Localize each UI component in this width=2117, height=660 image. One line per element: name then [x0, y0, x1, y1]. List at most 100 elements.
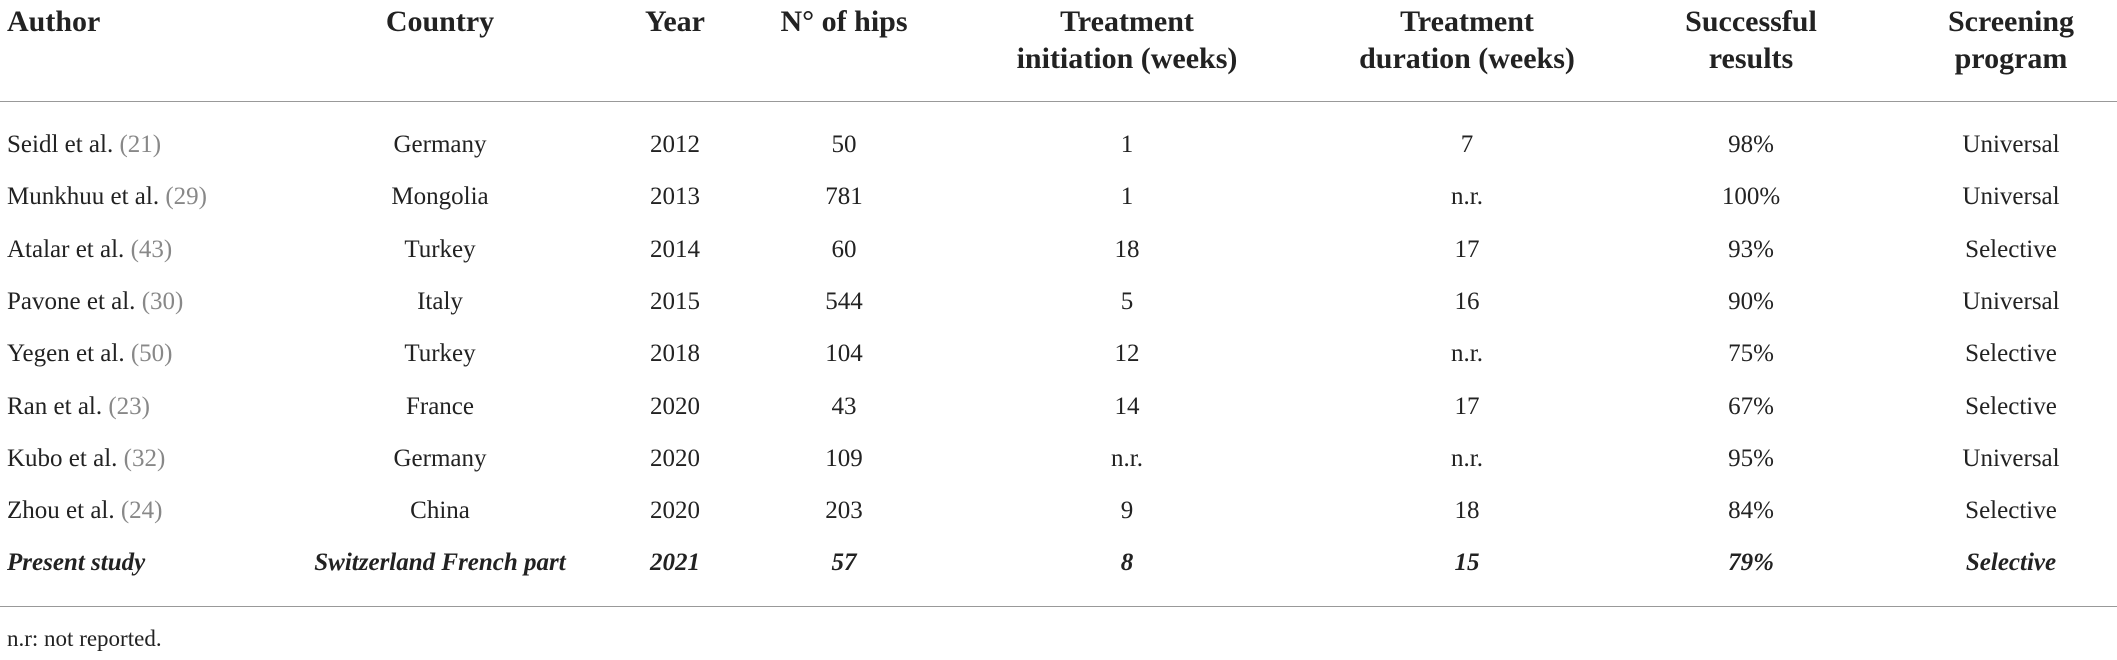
table-cell: 43	[831, 392, 857, 420]
column-header: Treatment duration (weeks)	[1359, 3, 1575, 77]
table-cell: 98%	[1728, 131, 1774, 158]
column-header: Year	[645, 3, 705, 40]
table-cell: n.r.	[1451, 444, 1483, 472]
table-cell: 2020	[650, 392, 700, 420]
table-cell: 9	[1120, 497, 1134, 525]
table-cell: 84%	[1728, 497, 1774, 525]
reference: (29)	[165, 183, 207, 211]
table-cell: 15	[1454, 549, 1480, 577]
table-cell: 2013	[650, 183, 700, 211]
table-cell: China	[410, 497, 470, 525]
table-cell: Universal	[1962, 131, 2060, 158]
column-header: Successful results	[1685, 3, 1817, 77]
header-line: program	[1954, 42, 2068, 75]
author-name: Atalar et al.	[7, 235, 125, 263]
table-cell: Atalar et al. (43)	[7, 236, 172, 264]
table-cell: 75%	[1728, 340, 1774, 368]
header-line: results	[1708, 42, 1794, 75]
table-cell: France	[405, 392, 475, 420]
table-cell: n.r.	[1451, 340, 1483, 368]
author-name: Kubo et al.	[7, 444, 118, 472]
table-cell: 7	[1460, 131, 1474, 158]
bottom-rule	[0, 606, 2117, 607]
table-cell: 2018	[650, 340, 700, 368]
header-line: Treatment	[1400, 5, 1534, 38]
table-cell: Pavone et al. (30)	[7, 288, 183, 316]
author-name: Pavone et al.	[7, 287, 136, 315]
author-name: Ran et al.	[7, 392, 103, 420]
table-cell: Turkey	[404, 340, 476, 368]
table-cell: 203	[825, 497, 863, 525]
header-rule	[0, 101, 2117, 102]
header-line: Author	[7, 5, 101, 38]
table-cell: Switzerland French part	[314, 549, 566, 577]
footnote: n.r: not reported.	[7, 626, 162, 651]
table-cell: Turkey	[404, 235, 476, 263]
header-line: duration (weeks)	[1359, 42, 1575, 75]
table-cell: Kubo et al. (32)	[7, 445, 165, 473]
table-cell: Selective	[1965, 549, 2057, 577]
column-header: Treatment initiation (weeks)	[1017, 3, 1238, 77]
reference: (24)	[120, 497, 163, 525]
table-cell: 17	[1454, 235, 1480, 263]
table-cell: Ran et al. (23)	[7, 393, 150, 421]
table-cell: Selective	[1965, 497, 2057, 525]
table-cell: Yegen et al. (50)	[7, 340, 172, 368]
author-name: Seidl et al.	[7, 131, 114, 158]
column-header: Author	[7, 3, 100, 40]
table-cell: 1	[1120, 131, 1134, 158]
header-line: Screening	[1947, 5, 2075, 38]
table-cell: 16	[1454, 287, 1480, 315]
table-cell: 2020	[650, 497, 700, 525]
table-cell: Seidl et al. (21)	[7, 131, 161, 159]
table-cell: 104	[825, 340, 863, 368]
table-cell: 5	[1120, 287, 1134, 315]
table-cell: Selective	[1965, 340, 2057, 368]
table-cell: 544	[825, 287, 863, 315]
header-line: Country	[385, 5, 495, 38]
table-cell: 109	[825, 444, 863, 472]
table-cell: 8	[1120, 549, 1134, 577]
table-cell: 2021	[650, 549, 700, 577]
table-cell: 50	[831, 131, 857, 158]
column-header: Country	[386, 3, 494, 40]
table-cell: 14	[1114, 392, 1140, 420]
author-name: Munkhuu et al.	[7, 183, 160, 211]
table-cell: Selective	[1965, 235, 2057, 263]
table-cell: 12	[1114, 340, 1140, 368]
header-line: Year	[645, 5, 705, 38]
table-cell: Present study	[7, 549, 146, 577]
reference: (21)	[119, 131, 162, 158]
table-cell: Germany	[393, 131, 487, 158]
table-cell: 18	[1114, 235, 1140, 263]
table-cell: 781	[825, 183, 863, 211]
table-cell: 79%	[1728, 549, 1774, 577]
reference: (32)	[123, 444, 166, 472]
table-cell: n.r.	[1111, 444, 1143, 472]
reference: (50)	[130, 340, 173, 368]
header-line: initiation (weeks)	[1016, 42, 1238, 75]
table-cell: 100%	[1721, 183, 1781, 211]
table-cell: Universal	[1962, 183, 2060, 211]
table-cell: Zhou et al. (24)	[7, 497, 163, 525]
table-cell: 17	[1454, 392, 1480, 420]
table-cell: n.r.	[1451, 183, 1483, 211]
table-cell: 18	[1454, 497, 1480, 525]
table-cell: Germany	[393, 444, 487, 472]
header-line: Successful	[1685, 5, 1817, 38]
reference: (30)	[141, 287, 184, 315]
column-header: N° of hips	[780, 3, 907, 40]
table-cell: Munkhuu et al. (29)	[7, 183, 207, 211]
table-cell: Universal	[1962, 287, 2060, 315]
column-header: Screening program	[1948, 3, 2074, 77]
table-cell: 67%	[1728, 392, 1774, 420]
table-cell: 60	[831, 235, 857, 263]
author-name: Yegen et al.	[7, 340, 125, 368]
header-line: Treatment	[1060, 5, 1194, 38]
table-cell: 95%	[1728, 444, 1774, 472]
reference: (43)	[130, 235, 173, 263]
table-cell: Universal	[1962, 444, 2060, 472]
author-name: Zhou et al.	[7, 497, 115, 525]
table-cell: 93%	[1728, 235, 1774, 263]
